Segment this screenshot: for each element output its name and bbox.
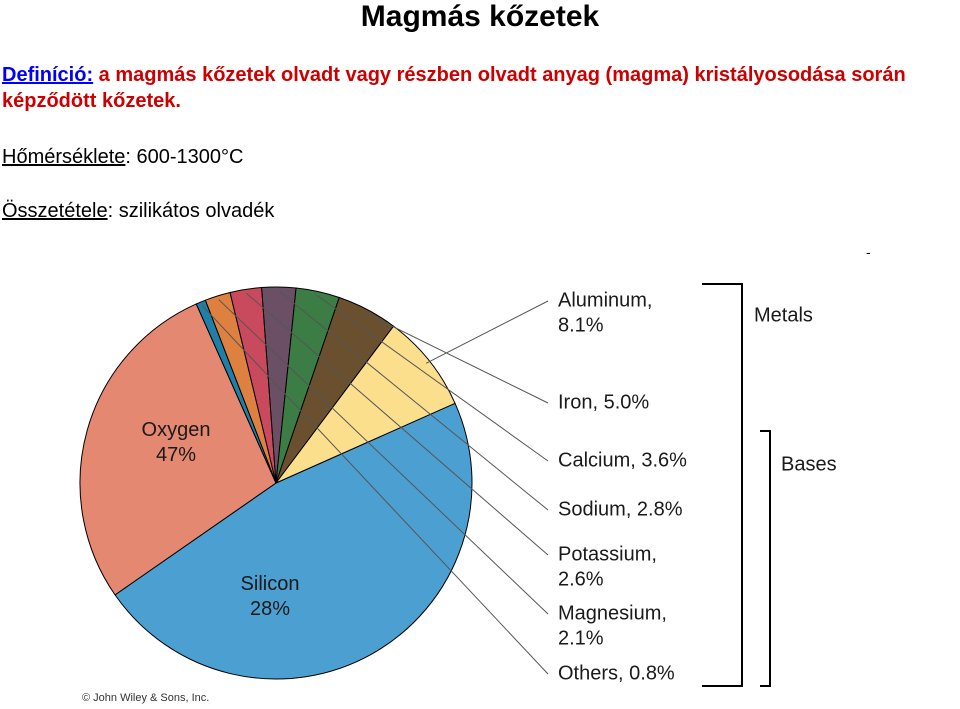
leader-lines	[201, 290, 549, 675]
composition-line: Összetétele: szilikátos olvadék	[2, 199, 274, 223]
slice-label-calcium: Calcium, 3.6%	[558, 449, 687, 471]
temperature-label: Hőmérséklete	[2, 146, 126, 168]
slice-label-aluminum: Aluminum,	[558, 289, 652, 311]
slice-label-potassium-line2: 2.6%	[558, 568, 604, 590]
leader-line-calcium	[316, 295, 549, 462]
slice-label-iron: Iron, 5.0%	[558, 391, 649, 413]
bracket-metals	[702, 283, 743, 687]
pie-slice-silicon	[79, 303, 277, 596]
pie-slices	[79, 286, 473, 680]
pie-chart: Oxygen 47% Silicon 28% Others, 0.8% Magnesium…	[79, 283, 837, 687]
composition-label: Összetétele	[2, 200, 108, 222]
slice-labels: Oxygen 47% Silicon 28% Others, 0.8% Magnesium…	[142, 289, 688, 684]
leader-line-magnesium	[218, 299, 549, 615]
slice-label-others: Others, 0.8%	[558, 662, 675, 684]
definition-text: a magmás kőzetek olvadt vagy részben olv…	[2, 64, 906, 112]
leader-line-others	[201, 305, 549, 675]
slice-label-aluminum-line2: 8.1%	[558, 314, 604, 336]
slice-label-silicon: Silicon	[241, 573, 300, 595]
leader-line-iron	[365, 312, 549, 404]
bracket-bases	[760, 430, 771, 687]
temperature-value: : 600-1300°C	[125, 146, 244, 168]
slice-value-oxygen: 47%	[156, 444, 196, 466]
slice-label-magnesium: Magnesium,	[558, 602, 667, 624]
leader-line-aluminum	[425, 300, 549, 364]
slice-label-oxygen: Oxygen	[142, 419, 211, 441]
copyright: © John Wiley & Sons, Inc.	[82, 692, 210, 704]
slice-label-potassium: Potassium,	[558, 543, 657, 565]
slice-label-magnesium-line2: 2.1%	[558, 627, 604, 649]
page-title: Magmás kőzetek	[360, 0, 600, 33]
leader-line-potassium	[246, 292, 549, 556]
leader-line-sodium	[278, 290, 549, 511]
group-label-metals: Metals	[754, 304, 813, 326]
stray-dash: -	[866, 244, 871, 260]
slice-label-sodium: Sodium, 2.8%	[558, 498, 683, 520]
group-label-bases: Bases	[781, 453, 837, 475]
group-brackets: Metals Bases	[702, 283, 837, 687]
definition-label: Definíció:	[2, 64, 94, 86]
definition: Definíció: a magmás kőzetek olvadt vagy …	[2, 62, 957, 114]
slice-value-silicon: 28%	[250, 598, 290, 620]
composition-value: : szilikátos olvadék	[107, 200, 275, 222]
pie-slice-oxygen	[114, 402, 473, 680]
temperature-line: Hőmérséklete: 600-1300°C	[2, 145, 243, 169]
